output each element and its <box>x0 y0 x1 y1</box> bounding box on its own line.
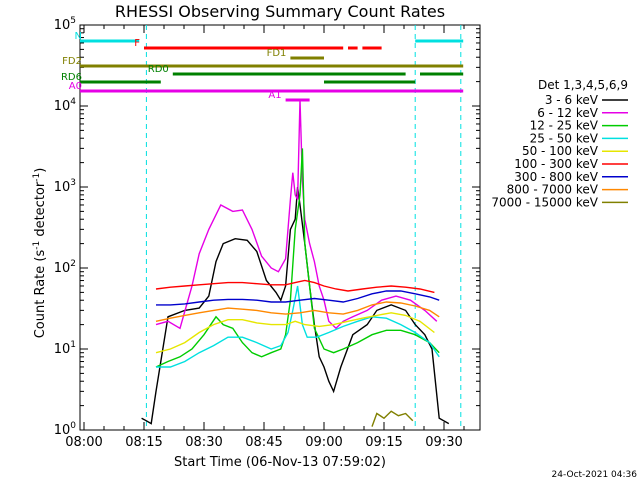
x-tick-label: 08:30 <box>185 435 222 450</box>
y-tick-label: 102 <box>54 259 76 276</box>
x-tick-label: 08:00 <box>65 435 102 450</box>
x-tick-label: 08:15 <box>125 435 162 450</box>
state-label-fd1: FD1 <box>267 48 287 59</box>
series-line <box>156 285 440 368</box>
chart-title: RHESSI Observing Summary Count Rates <box>115 2 445 21</box>
legend-label: 300 - 800 keV <box>514 170 598 184</box>
y-axis-label-end: ) <box>33 168 48 173</box>
y-tick-label: 100 <box>54 421 77 438</box>
plot-frame <box>79 24 481 431</box>
timestamp: 24-Oct-2021 04:36 <box>552 470 638 480</box>
legend-label: 6 - 12 keV <box>537 106 599 120</box>
legend-label: 12 - 25 keV <box>530 119 599 133</box>
series-line <box>155 301 440 322</box>
y-tick-label: 104 <box>54 97 77 114</box>
state-label-fd2: FD2 <box>62 56 82 67</box>
x-tick-label: 09:30 <box>425 435 462 450</box>
x-axis-label: Start Time (06-Nov-13 07:59:02) <box>174 455 386 470</box>
y-axis-label-mid: detector <box>33 181 48 241</box>
state-label-a0: A0 <box>69 81 82 92</box>
y-tick-label: 103 <box>54 178 76 195</box>
legend-label: 50 - 100 keV <box>522 144 599 158</box>
x-tick-label: 09:00 <box>305 435 342 450</box>
y-tick-label: 105 <box>54 16 76 33</box>
state-label-a1: A1 <box>268 90 281 101</box>
y-axis-label-main: Count Rate (s <box>33 250 48 339</box>
y-axis-label-sup2: -1 <box>32 173 42 182</box>
series-line <box>155 99 438 330</box>
y-axis-label: Count Rate (s-1 detector-1) <box>32 168 48 339</box>
legend-label: 3 - 6 keV <box>545 93 599 107</box>
series-line <box>155 148 440 368</box>
series-line <box>155 312 435 354</box>
state-label-f: F <box>134 38 140 49</box>
state-label-n: N <box>75 31 82 42</box>
plot-area: 08:00 08:15 08:30 08:45 09:00 09:15 09:30 100 10… <box>54 16 481 450</box>
legend-title: Det 1,3,4,5,6,9 <box>538 78 628 92</box>
state-label-rd0: RD0 <box>148 64 169 75</box>
series-line <box>155 279 435 294</box>
x-tick-label: 09:15 <box>365 435 402 450</box>
legend-label: 100 - 300 keV <box>514 157 598 171</box>
legend-label: 800 - 7000 keV <box>507 183 599 197</box>
x-tick-label: 08:45 <box>245 435 282 450</box>
y-tick-label: 101 <box>54 340 76 357</box>
state-label-rd6: RD6 <box>61 72 82 83</box>
legend-label: 7000 - 15000 keV <box>491 195 598 209</box>
series-line <box>371 410 414 427</box>
series-line <box>141 186 450 425</box>
series-line <box>156 290 440 306</box>
y-axis-label-sup1: -1 <box>32 241 42 250</box>
legend-label: 25 - 50 keV <box>530 131 599 145</box>
